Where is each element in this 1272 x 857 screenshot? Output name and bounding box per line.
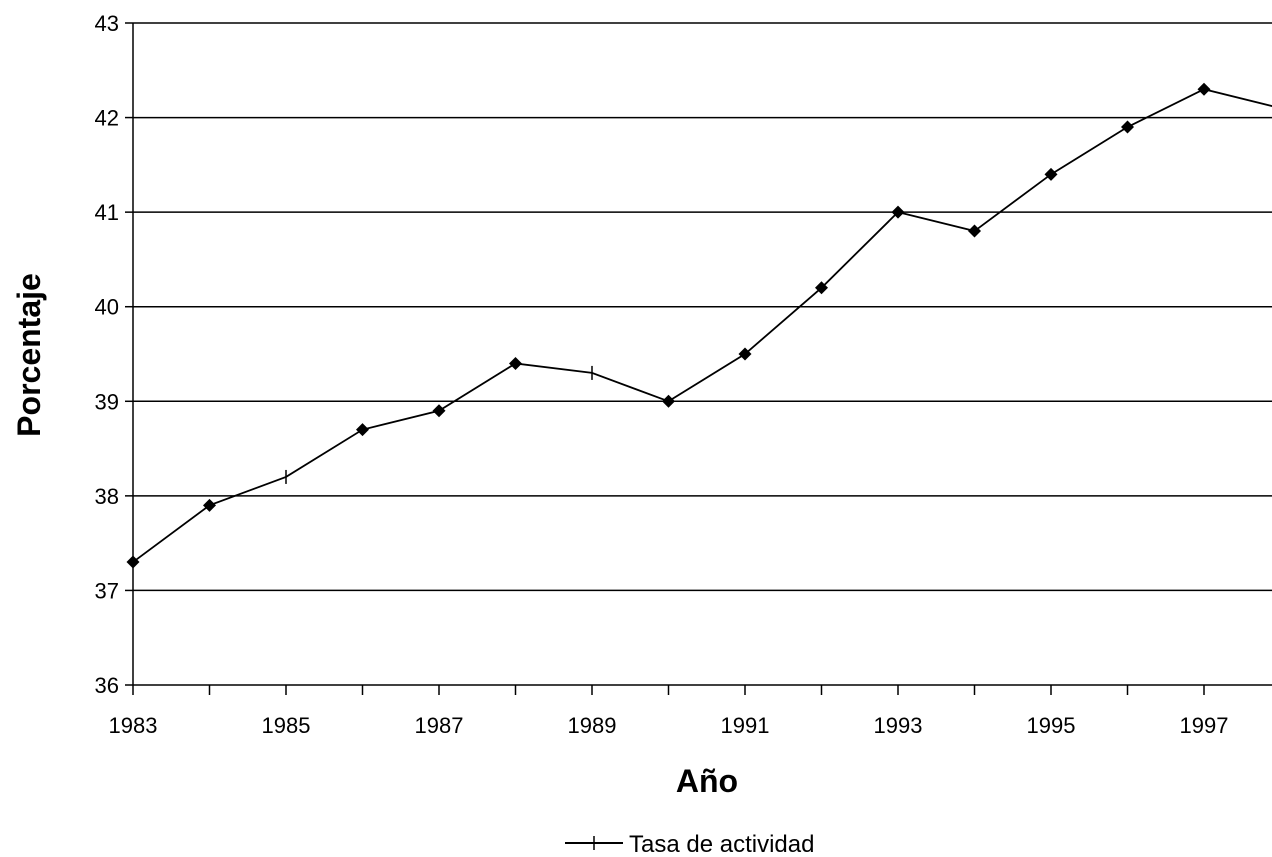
x-tick-label: 1993 — [874, 713, 923, 738]
tick-labels: 36 37 38 39 40 41 42 43 1983 1985 1987 1989 1991 1993… — [95, 11, 1229, 738]
y-tick-label: 42 — [95, 106, 119, 131]
data-point — [509, 356, 522, 370]
data-point — [738, 347, 752, 361]
x-tick-label: 1985 — [262, 713, 311, 738]
y-tick-label: 39 — [95, 389, 119, 414]
data-point — [891, 205, 905, 219]
data-point — [1121, 120, 1134, 134]
data-point — [126, 555, 140, 569]
x-tick-label: 1991 — [721, 713, 770, 738]
data-point — [356, 423, 369, 437]
series-line — [132, 88, 1272, 563]
gridlines — [133, 22, 1272, 592]
data-point — [203, 498, 216, 512]
data-point — [662, 394, 675, 408]
legend: Tasa de actividad — [565, 831, 814, 857]
x-tick-label: 1983 — [109, 713, 158, 738]
y-tick-label: 36 — [95, 673, 119, 698]
legend-label: Tasa de actividad — [629, 831, 814, 857]
y-axis-title: Porcentaje — [11, 273, 47, 437]
data-point — [432, 404, 446, 418]
y-tick-label: 40 — [95, 295, 119, 320]
x-tick-label: 1987 — [415, 713, 464, 738]
data-point — [1044, 167, 1058, 181]
data-point — [815, 281, 828, 295]
data-point — [968, 224, 981, 238]
y-tick-label: 38 — [95, 484, 119, 509]
axes — [125, 22, 1272, 695]
y-tick-label: 41 — [95, 200, 119, 225]
data-point — [1197, 82, 1211, 96]
x-tick-label: 1995 — [1027, 713, 1076, 738]
x-axis-title: Año — [676, 763, 738, 799]
y-tick-label: 43 — [95, 11, 119, 36]
y-tick-label: 37 — [95, 578, 119, 603]
x-tick-label: 1997 — [1180, 713, 1229, 738]
x-tick-label: 1989 — [568, 713, 617, 738]
series-group — [126, 82, 1272, 569]
